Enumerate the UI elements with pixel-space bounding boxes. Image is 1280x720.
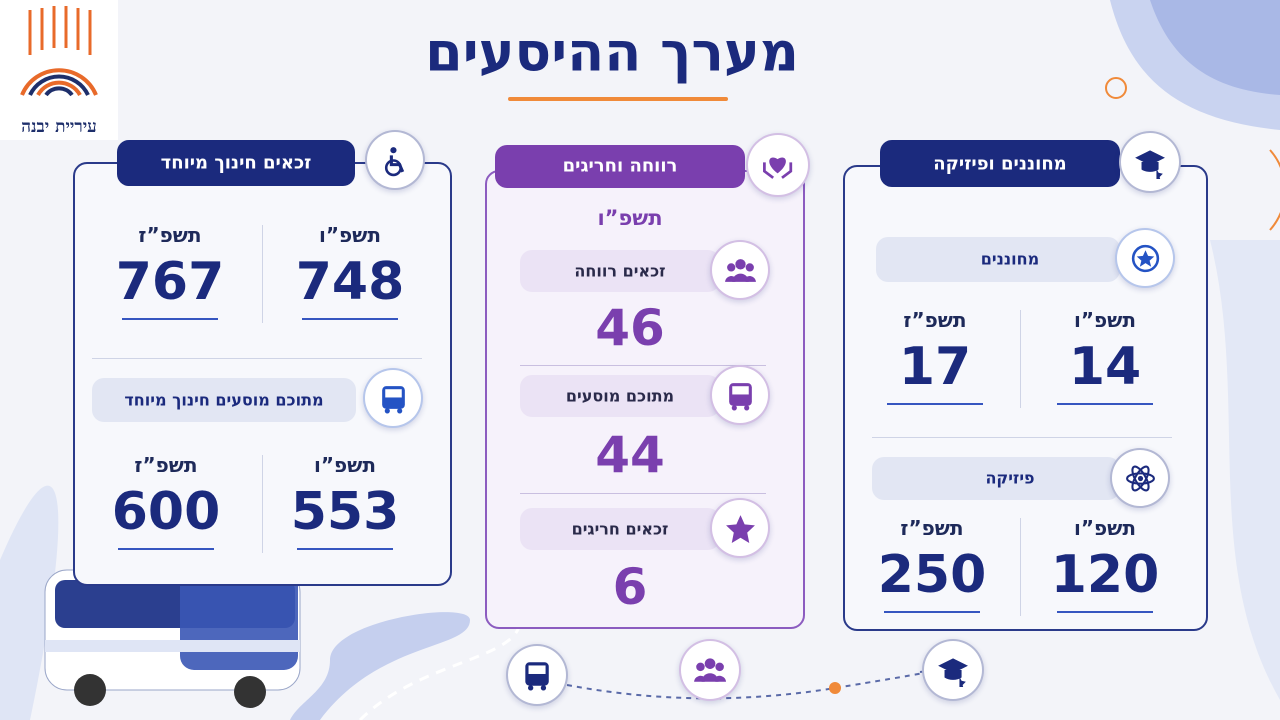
footer-icon <box>679 639 741 701</box>
stat-value: 748 <box>295 252 405 312</box>
year-label: תשפ”ו <box>1074 308 1136 332</box>
stat-value: 250 <box>877 545 987 605</box>
column-divider <box>1020 518 1021 616</box>
icon <box>1110 448 1170 508</box>
section-divider <box>92 358 422 359</box>
panel-title: זכאים חינוך מיוחד <box>160 152 312 174</box>
section-header <box>92 378 356 422</box>
section-title: פיזיקה <box>985 468 1035 488</box>
year-label: תשפ”ז <box>903 308 967 332</box>
value-underline <box>122 318 218 320</box>
section-header <box>872 457 1120 500</box>
section-header <box>876 237 1120 282</box>
item-header <box>520 250 720 292</box>
column-divider <box>262 455 263 553</box>
value-underline <box>887 403 983 405</box>
value-underline <box>1057 403 1153 405</box>
icon <box>746 133 810 197</box>
value-underline <box>118 548 214 550</box>
item-header <box>520 508 720 550</box>
stat-value: 600 <box>111 482 221 542</box>
value-underline <box>884 611 980 613</box>
year-label: תשפ”ז <box>134 453 198 477</box>
item-header <box>520 375 720 417</box>
panel-header <box>117 140 355 186</box>
icon <box>710 498 770 558</box>
footer-icon <box>922 639 984 701</box>
panel-title: מחוננים ופיזיקה <box>933 153 1067 175</box>
bus-illustration <box>44 569 301 708</box>
logo-text: עיריית יבנה <box>21 117 97 137</box>
stat-value: 14 <box>1068 337 1142 397</box>
stat-value: 553 <box>290 482 400 542</box>
stat-value: 767 <box>115 252 225 312</box>
column-divider <box>262 225 263 323</box>
year-label: תשפ”ו <box>1074 516 1136 540</box>
section-title: מחוננים <box>980 249 1040 269</box>
item-label: מתוכם מוסעים <box>565 386 675 406</box>
section-title: מתוכם מוסעים חינוך מיוחד <box>124 390 324 410</box>
value-underline <box>297 548 393 550</box>
section-divider <box>520 365 766 366</box>
panel-header <box>880 140 1120 187</box>
footer-icon <box>506 644 568 706</box>
year-label: תשפ”ו <box>314 453 376 477</box>
stat-value: 120 <box>1050 545 1160 605</box>
value-underline <box>302 318 398 320</box>
section-divider <box>872 437 1172 438</box>
icon <box>1119 131 1181 193</box>
logo: עיריית יבנה <box>0 0 118 140</box>
icon <box>710 365 770 425</box>
icon <box>1115 228 1175 288</box>
panel-title: רווחה וחריגים <box>562 155 678 177</box>
logo-mark <box>20 6 98 97</box>
item-label: זכאים רווחה <box>574 261 666 281</box>
stat-value: 6 <box>612 558 648 616</box>
section-divider <box>520 493 766 494</box>
stat-value: 17 <box>898 337 972 397</box>
year-label: תשפ”ו <box>319 223 381 247</box>
stat-value: 44 <box>595 426 665 484</box>
year-label: תשפ”ז <box>900 516 964 540</box>
page-title: מערך ההיסעים <box>425 20 799 84</box>
column-divider <box>1020 310 1021 408</box>
panel-header <box>495 145 745 188</box>
item-label: זכאים חריגים <box>571 519 669 539</box>
icon <box>365 130 425 190</box>
year-label: תשפ”ז <box>138 223 202 247</box>
stat-value: 46 <box>595 299 665 357</box>
icon <box>710 240 770 300</box>
icon <box>363 368 423 428</box>
value-underline <box>1057 611 1153 613</box>
year-label: תשפ”ו <box>597 206 663 230</box>
